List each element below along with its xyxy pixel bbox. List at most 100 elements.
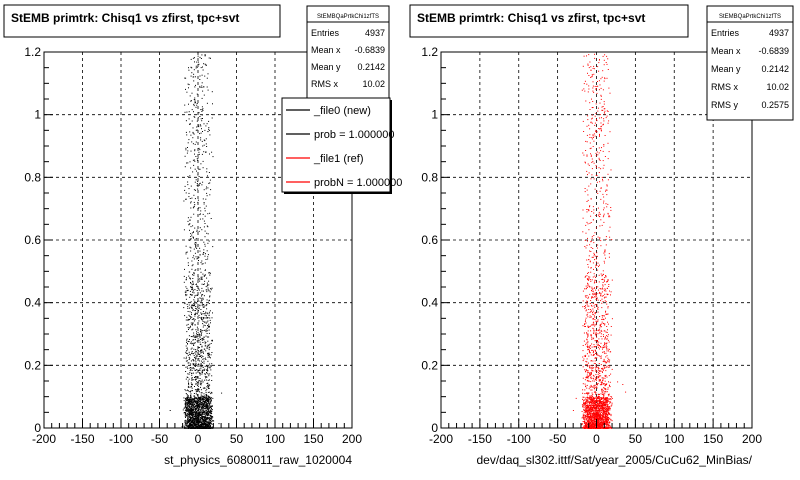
data-point [593,255,595,257]
data-point [195,377,197,378]
data-point [200,380,202,382]
data-point [208,395,209,397]
data-point [208,127,210,129]
data-point [595,292,597,294]
data-point [592,407,594,409]
data-point [590,316,592,318]
data-point [204,412,206,414]
data-point [194,181,196,183]
data-point [590,374,592,376]
data-point [192,398,193,400]
data-point [584,404,586,406]
data-point [587,419,589,421]
data-point [208,412,210,414]
data-point [589,413,591,415]
data-point [586,422,588,423]
data-point [200,318,202,319]
data-point [187,400,189,402]
data-point [596,401,598,402]
data-point [599,134,600,136]
data-point [600,407,602,409]
data-point [590,403,592,405]
data-point [585,402,587,404]
data-point [587,115,589,117]
data-point [200,425,202,427]
data-point [600,393,602,395]
data-point [195,414,197,416]
data-point [604,352,606,354]
data-point [188,69,190,71]
data-point [195,369,197,371]
data-point [602,423,604,425]
data-point [598,292,600,294]
data-point [188,398,190,400]
data-point [205,125,207,127]
data-point [600,336,602,337]
data-point [598,396,600,397]
data-point [210,427,212,429]
data-point [587,401,589,403]
data-point [199,354,201,356]
data-point [603,358,605,360]
data-point [603,388,605,390]
data-point [211,317,213,319]
data-point [606,189,608,191]
data-point [198,427,200,429]
data-point [198,422,200,424]
data-point [201,111,203,112]
data-point [601,389,603,391]
data-point [590,422,592,424]
data-point [595,407,596,409]
data-point [592,256,594,258]
data-point [188,395,189,397]
data-point [593,305,595,307]
data-point [202,298,204,300]
data-point [608,348,610,350]
data-point [189,401,191,403]
data-point [596,293,598,295]
data-point [196,417,198,419]
data-point [605,244,607,246]
data-point [193,73,195,75]
data-point [594,405,596,407]
data-point [194,342,196,344]
data-point [588,209,590,211]
data-point [204,397,205,398]
data-point [197,404,199,406]
data-point [188,87,189,89]
scatter-points [572,53,627,429]
data-point [609,381,611,383]
data-point [604,288,606,290]
data-point [590,398,592,400]
data-point [206,418,208,419]
data-point [203,358,205,360]
data-point [591,338,593,340]
data-point [607,357,609,359]
data-point [188,416,190,418]
data-point [199,149,201,151]
data-point [604,330,606,332]
data-point [588,278,590,280]
data-point [203,144,205,146]
data-point [608,323,609,325]
data-point [598,370,600,372]
data-point [195,242,197,244]
data-point [185,416,186,418]
data-point [611,279,613,281]
data-point [606,397,608,398]
data-point [204,313,206,315]
data-point [191,286,192,288]
data-point [191,100,192,102]
data-point [600,375,602,377]
data-point [590,147,592,149]
data-point [193,164,195,166]
data-point [196,93,198,95]
data-point [197,416,199,418]
data-point [201,355,203,357]
data-point [590,381,592,383]
data-point [609,290,610,292]
data-point [594,420,596,422]
data-point [210,407,212,409]
data-point [601,274,603,276]
data-point [584,191,586,193]
